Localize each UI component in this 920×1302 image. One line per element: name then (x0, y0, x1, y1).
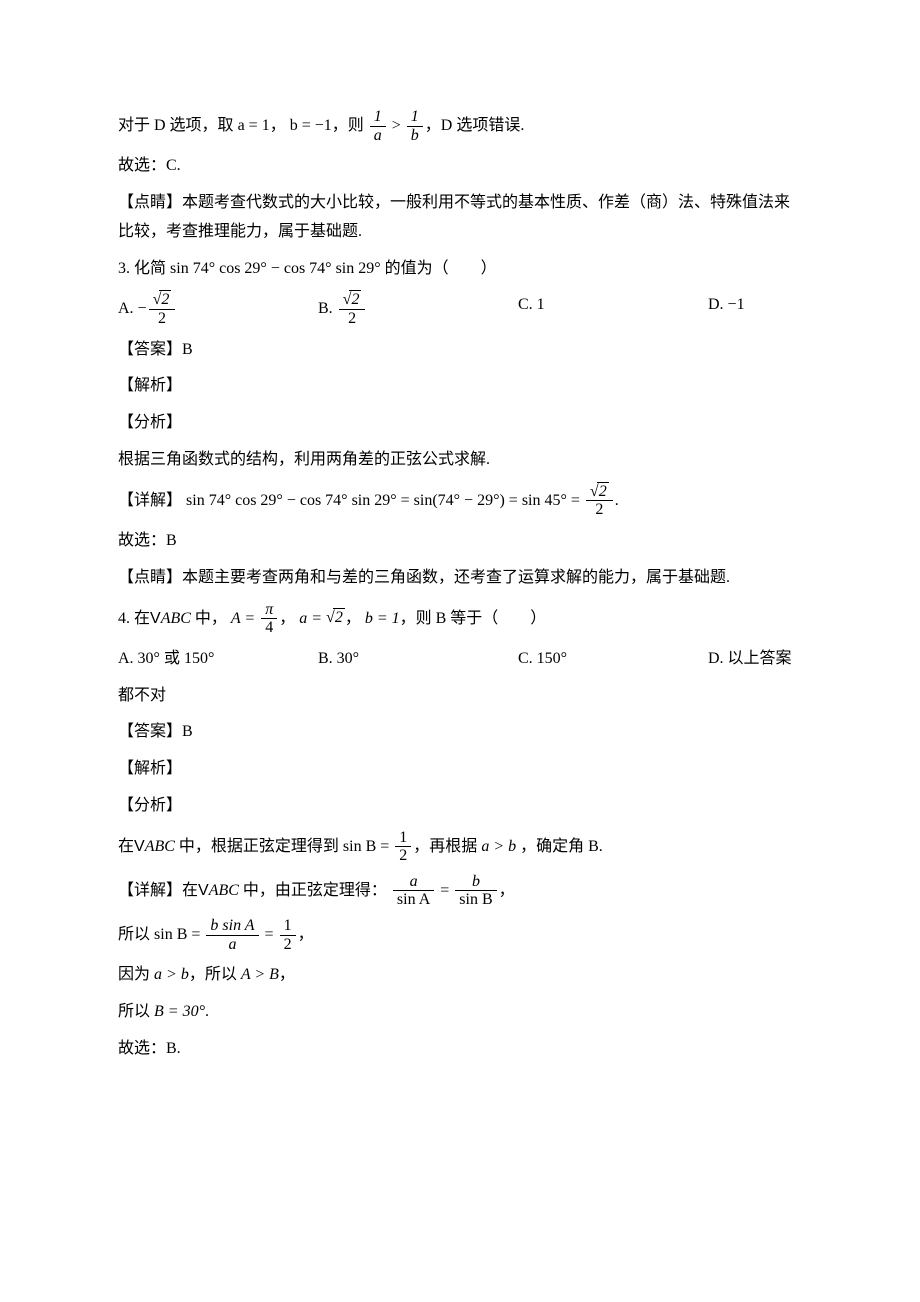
q3-fenxi: 【分析】 (118, 409, 802, 438)
a-eq: a = 1 (238, 117, 270, 134)
q2-dianjing: 【点睛】本题考查代数式的大小比较，一般利用不等式的基本性质、作差（商）法、特殊值… (118, 189, 802, 247)
q2-option-d-line: 对于 D 选项，取 a = 1， b = −1，则 1a > 1b，D 选项错误… (118, 108, 802, 144)
q3-choice-a: A. −22 (118, 291, 318, 327)
q4-line2: 所以 sin B = b sin Aa = 12， (118, 917, 802, 953)
q3-answer: 【答案】B (118, 336, 802, 365)
q3-stem: 3. 化简 sin 74° cos 29° − cos 74° sin 29° … (118, 255, 802, 284)
frac-1-a: 1a (370, 108, 386, 144)
q3-jiexi: 【解析】 (118, 372, 802, 401)
q4-jiexi: 【解析】 (118, 755, 802, 784)
q3-choices: A. −22 B. 22 C. 1 D. −1 (118, 291, 802, 327)
q3-detail: 【详解】 sin 74° cos 29° − cos 74° sin 29° =… (118, 483, 802, 519)
q4-choice-b: B. 30° (318, 645, 518, 674)
q4-guxuan: 故选：B. (118, 1035, 802, 1064)
q4-answer: 【答案】B (118, 718, 802, 747)
q4-line3: 因为 a > b，所以 A > B， (118, 961, 802, 990)
q4-detail: 【详解】在VABC 中，由正弦定理得： asin A = bsin B， (118, 873, 802, 909)
q4-fenxi: 【分析】 (118, 792, 802, 821)
q4-choice-d: D. 以上答案 (708, 645, 808, 674)
b-eq: b = −1 (290, 117, 332, 134)
q3-dianjing: 【点睛】本题主要考查两角和与差的三角函数，还考查了运算求解的能力，属于基础题. (118, 564, 802, 593)
q3-fenxi-text: 根据三角函数式的结构，利用两角差的正弦公式求解. (118, 446, 802, 475)
q4-choice-d-wrap: 都不对 (118, 682, 802, 711)
q3-expr: sin 74° cos 29° − cos 74° sin 29° (170, 260, 381, 277)
q4-choice-c: C. 150° (518, 645, 708, 674)
q4-choices: A. 30° 或 150° B. 30° C. 150° D. 以上答案 (118, 645, 802, 674)
q3-choice-b: B. 22 (318, 291, 518, 327)
q3-guxuan: 故选：B (118, 527, 802, 556)
q4-choice-a: A. 30° 或 150° (118, 645, 318, 674)
q4-line4: 所以 B = 30°. (118, 998, 802, 1027)
text: 对于 D 选项，取 (118, 117, 234, 134)
q3-choice-c: C. 1 (518, 291, 708, 327)
q3-choice-d: D. −1 (708, 291, 808, 327)
q4-stem: 4. 在VABC 中， A = π4， a = 2， b = 1，则 B 等于（… (118, 601, 802, 637)
frac-1-b: 1b (407, 108, 423, 144)
q2-guxuan: 故选：C. (118, 152, 802, 181)
q4-fenxi-text: 在VABC 中，根据正弦定理得到 sin B = 12，再根据 a > b ，确… (118, 829, 802, 865)
